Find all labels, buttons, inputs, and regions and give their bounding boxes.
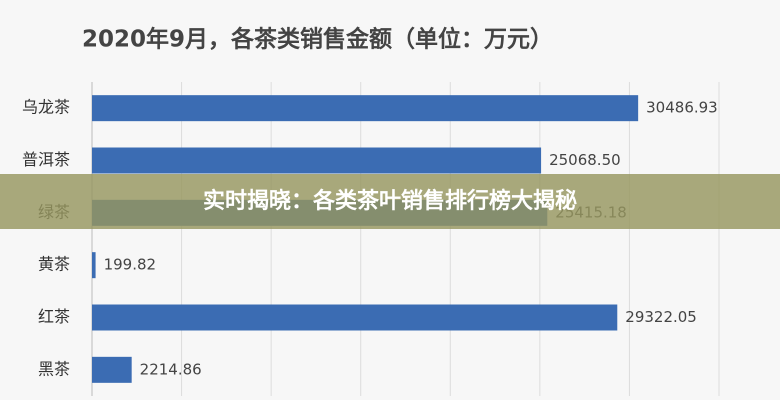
bar: [92, 95, 639, 122]
y-tick-label: 乌龙茶: [22, 98, 70, 117]
y-tick-label: 黑茶: [38, 359, 70, 378]
value-label: 29322.05: [625, 308, 697, 326]
value-label: 25068.50: [549, 151, 621, 169]
y-tick-label: 普洱茶: [22, 150, 70, 169]
value-label: 199.82: [104, 256, 157, 274]
bar: [92, 356, 132, 383]
y-tick-label: 黄茶: [38, 255, 70, 274]
bar: [92, 252, 96, 279]
banner-background: [0, 174, 780, 229]
bar: [92, 304, 618, 331]
banner-text: 实时揭晓：各类茶叶销售排行榜大揭秘: [203, 188, 577, 214]
bar: [92, 147, 542, 174]
value-label: 2214.86: [140, 360, 202, 378]
chart-title: 2020年9月，各茶类销售金额（单位：万元）: [82, 26, 553, 53]
value-label: 30486.93: [646, 99, 718, 117]
y-tick-label: 红茶: [38, 307, 70, 326]
